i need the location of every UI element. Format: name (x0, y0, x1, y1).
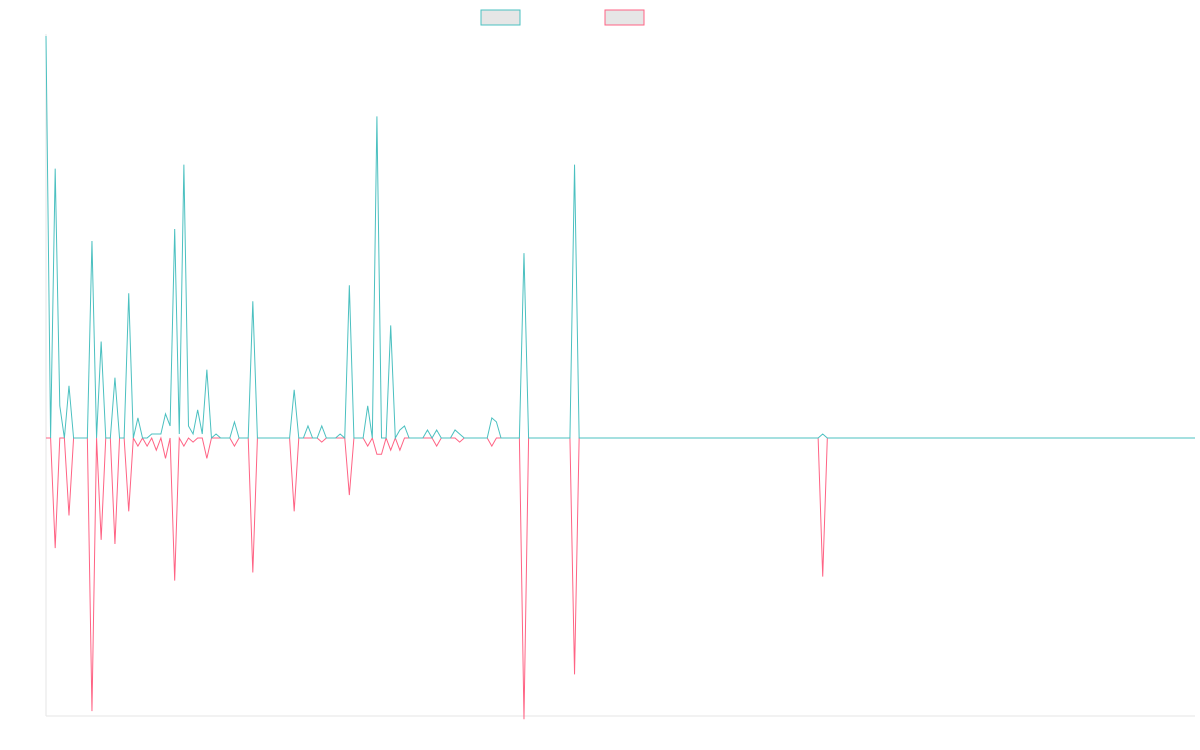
legend-item-2[interactable] (604, 9, 645, 26)
legend-swatch-1 (480, 9, 521, 26)
plot-area (45, 34, 1195, 720)
legend-item-1[interactable] (480, 9, 521, 26)
series-1-line (45, 35, 1195, 440)
legend-swatch-2 (604, 9, 645, 26)
series-2-line (46, 436, 1195, 720)
legend[interactable] (480, 9, 645, 26)
